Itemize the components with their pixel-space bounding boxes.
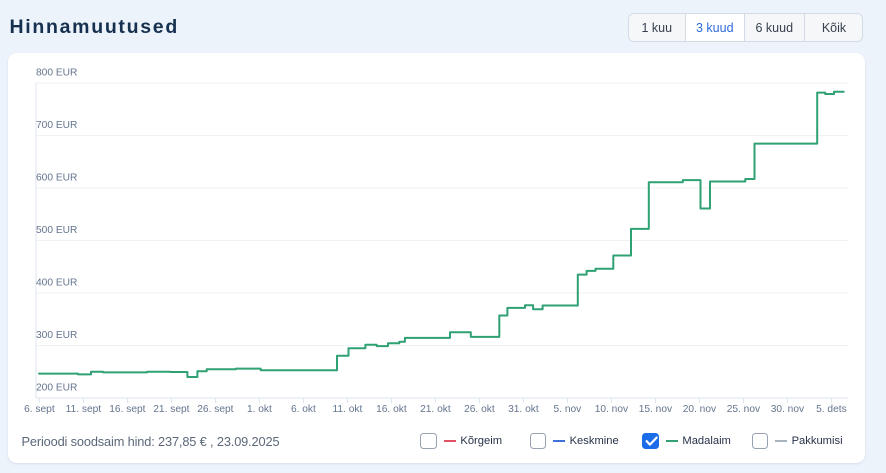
svg-text:21. sept: 21. sept (153, 404, 189, 415)
svg-text:200 EUR: 200 EUR (36, 383, 77, 394)
svg-text:16. okt: 16. okt (376, 404, 407, 415)
svg-text:21. okt: 21. okt (420, 404, 451, 415)
svg-text:30. nov: 30. nov (771, 404, 805, 415)
svg-text:800 EUR: 800 EUR (36, 68, 77, 79)
svg-text:5. dets: 5. dets (816, 404, 847, 415)
svg-text:16. sept: 16. sept (109, 404, 145, 415)
svg-text:26. okt: 26. okt (464, 404, 495, 415)
svg-text:500 EUR: 500 EUR (36, 225, 77, 236)
svg-text:11. okt: 11. okt (332, 404, 362, 415)
svg-text:26. sept: 26. sept (197, 404, 233, 415)
svg-text:11. sept: 11. sept (66, 404, 102, 415)
svg-text:20. nov: 20. nov (683, 404, 717, 415)
svg-text:700 EUR: 700 EUR (36, 120, 77, 131)
svg-text:10. nov: 10. nov (595, 404, 629, 415)
svg-text:300 EUR: 300 EUR (36, 330, 77, 341)
svg-text:600 EUR: 600 EUR (36, 173, 77, 184)
svg-text:31. okt: 31. okt (508, 404, 539, 415)
svg-text:6. okt: 6. okt (291, 404, 316, 415)
svg-text:1. okt: 1. okt (247, 404, 272, 415)
svg-text:15. nov: 15. nov (639, 404, 673, 415)
svg-text:5. nov: 5. nov (554, 404, 583, 415)
svg-text:25. nov: 25. nov (727, 404, 761, 415)
svg-text:400 EUR: 400 EUR (36, 278, 77, 289)
svg-text:6. sept: 6. sept (24, 404, 55, 415)
